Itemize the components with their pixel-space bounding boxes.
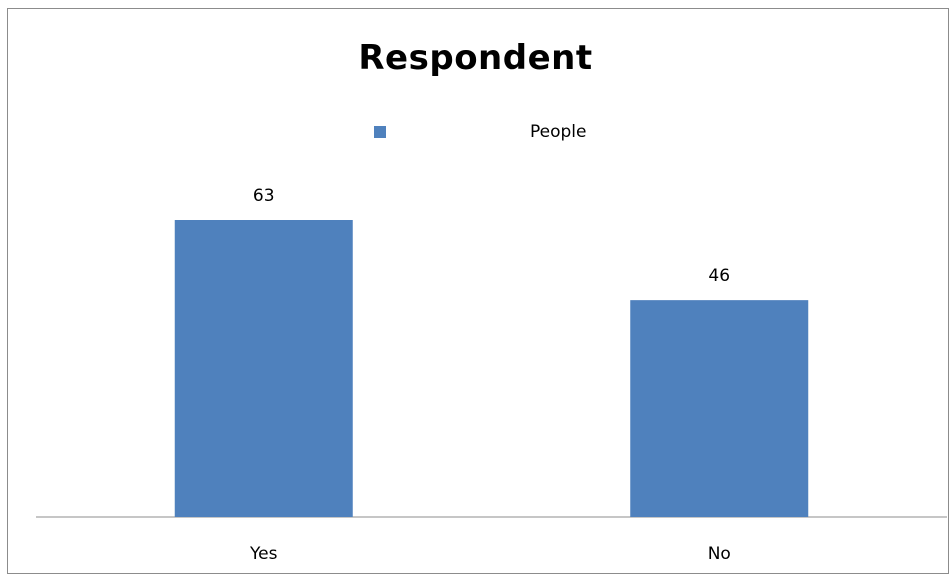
x-tick-label-yes: Yes [249, 544, 278, 564]
legend-label-people: People [530, 122, 587, 142]
data-label-no: 46 [708, 266, 730, 286]
data-label-yes: 63 [253, 186, 275, 206]
bar-no [630, 300, 809, 517]
chart-title: Respondent [358, 38, 593, 78]
x-tick-label-no: No [708, 544, 731, 564]
legend-swatch-people [374, 126, 386, 138]
bar-yes [174, 220, 353, 517]
